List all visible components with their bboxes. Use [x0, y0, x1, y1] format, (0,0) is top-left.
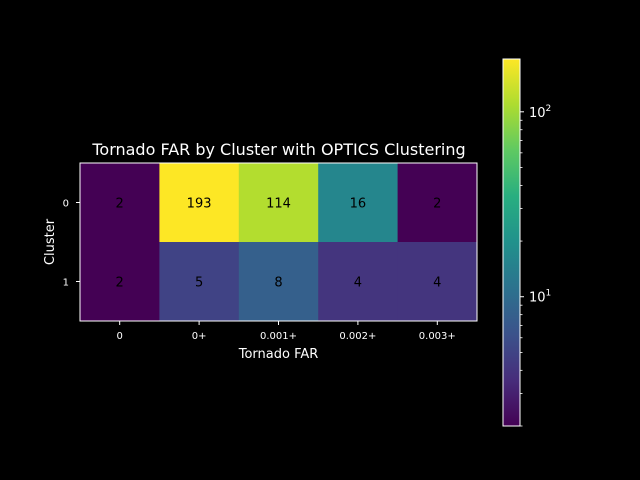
- x-axis-ticks: 0 0+ 0.001+ 0.002+ 0.003+: [117, 321, 456, 342]
- y-axis-ticks: 01: [63, 199, 80, 289]
- cell-value-label: 8: [274, 276, 282, 291]
- heatmap-cells: [80, 163, 478, 322]
- heatmap-cell: [159, 242, 240, 322]
- cell-value-label: 2: [433, 197, 441, 212]
- heatmap-cell: [318, 242, 399, 322]
- cell-value-label: 193: [187, 197, 212, 212]
- x-axis-label: Tornado FAR: [238, 347, 319, 362]
- x-tick-label: 0.001+: [260, 331, 297, 342]
- heatmap-cell: [397, 163, 478, 243]
- y-tick-label: 1: [63, 278, 69, 289]
- colorbar-tick-label: 101: [529, 289, 551, 306]
- heatmap-cell: [238, 242, 319, 322]
- colorbar-tick-label: 102: [529, 104, 551, 121]
- heatmap-cell: [318, 163, 399, 243]
- y-axis-label: Cluster: [43, 218, 58, 265]
- cell-value-label: 4: [433, 276, 441, 291]
- cell-value-label: 16: [350, 197, 367, 212]
- x-tick-label: 0+: [192, 331, 207, 342]
- x-tick-label: 0.002+: [339, 331, 376, 342]
- x-tick-label: 0: [117, 331, 123, 342]
- heatmap-cell-labels: 2 193 114 16 2 2 5 8 4 4: [116, 197, 442, 291]
- cell-value-label: 114: [266, 197, 291, 212]
- heatmap-cell: [80, 163, 160, 243]
- x-tick-label: 0.003+: [419, 331, 456, 342]
- cell-value-label: 5: [195, 276, 203, 291]
- heatmap-cell: [159, 163, 240, 243]
- chart-title: Tornado FAR by Cluster with OPTICS Clust…: [91, 140, 465, 159]
- heatmap-cell: [80, 242, 160, 322]
- y-tick-label: 0: [63, 199, 69, 210]
- colorbar-ticks: 101 102: [520, 104, 551, 427]
- cell-value-label: 2: [116, 276, 124, 291]
- colorbar-frame: [502, 58, 521, 427]
- cell-value-label: 2: [116, 197, 124, 212]
- colorbar: [503, 59, 520, 426]
- heatmap-cell: [238, 163, 319, 243]
- heatmap-cell: [397, 242, 478, 322]
- cell-value-label: 4: [354, 276, 362, 291]
